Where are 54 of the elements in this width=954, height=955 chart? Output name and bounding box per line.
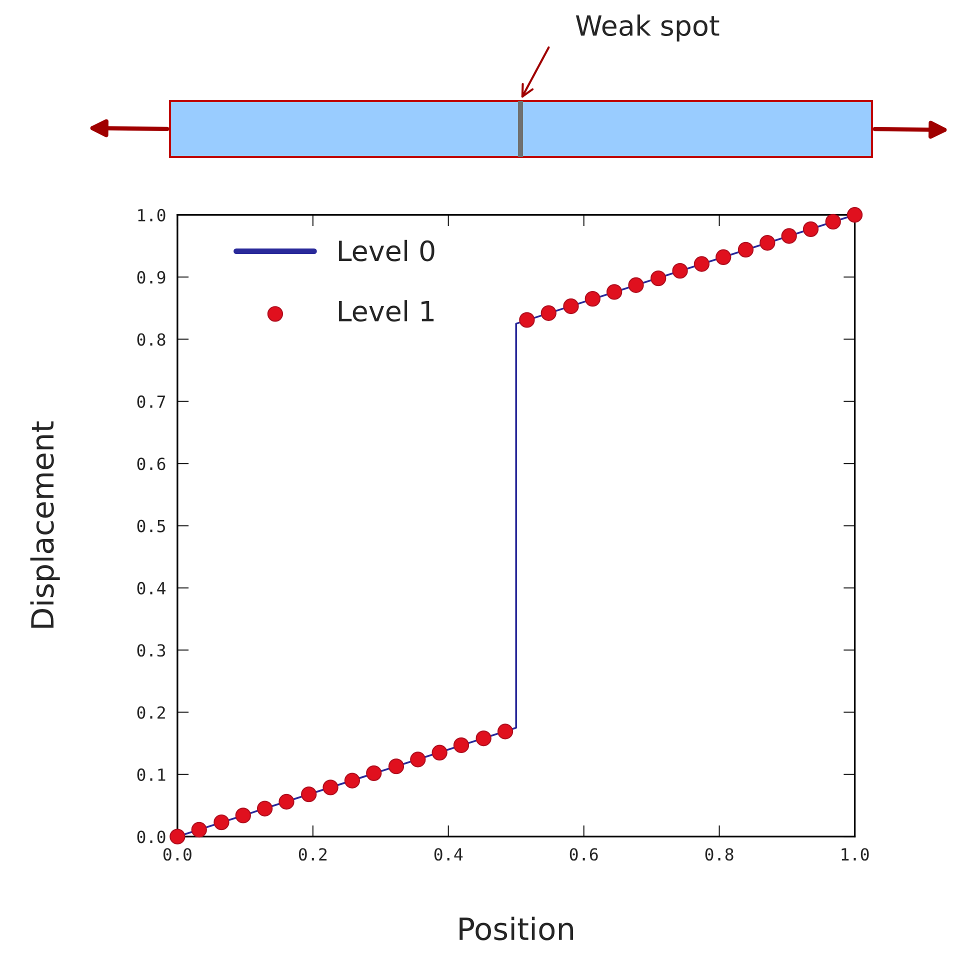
legend-label: Level 1 [339,300,434,322]
x-tick-label: 0.0 [163,848,192,861]
point [191,822,207,838]
y-tick-label: 0.9 [137,271,166,284]
point [628,277,644,293]
y-tick-label: 0.7 [137,395,166,408]
point [170,828,186,844]
y-tick-label: 0.6 [137,458,166,470]
x-axis-title: Position [460,916,573,940]
point [716,249,732,265]
point [738,242,754,258]
y-tick-label: 0.8 [137,333,166,346]
point [650,270,666,286]
point [760,235,776,251]
point [563,298,579,314]
y-tick-label: 0.0 [137,830,166,844]
point [301,786,317,802]
point [388,758,404,774]
point [432,744,448,760]
x-tick-label: 0.6 [570,848,598,861]
point [519,312,535,328]
y-tick-label: 1.0 [138,208,166,222]
y-tick-label: 0.1 [137,768,166,782]
text: Weak spot [576,14,720,42]
point [278,794,294,810]
y-axis-title: Displacement [30,421,60,628]
point [825,214,841,230]
x-tick-label: 0.4 [434,848,463,861]
point [672,262,688,279]
point [846,207,863,223]
x-tick-label: 0.2 [298,848,327,861]
point [606,284,622,300]
point [453,737,470,754]
point [366,765,382,782]
point [781,228,797,244]
point [256,800,273,816]
x-tick-label: 1.0 [842,848,869,861]
point [476,730,492,746]
y-tick-label: 0.5 [137,520,165,532]
point [410,752,426,768]
point [694,256,710,272]
y-tick-label: 0.2 [137,706,165,719]
point [322,780,338,796]
point [540,305,556,321]
point [214,814,230,830]
point [344,772,360,788]
point [497,724,514,740]
point [235,808,251,824]
point [802,221,819,238]
point [584,290,600,307]
y-tick-label: 0.4 [137,582,166,595]
y-tick-label: 0.3 [137,644,166,657]
x-tick-label: 0.8 [705,848,734,861]
legend-label: Level 0 [339,240,434,262]
